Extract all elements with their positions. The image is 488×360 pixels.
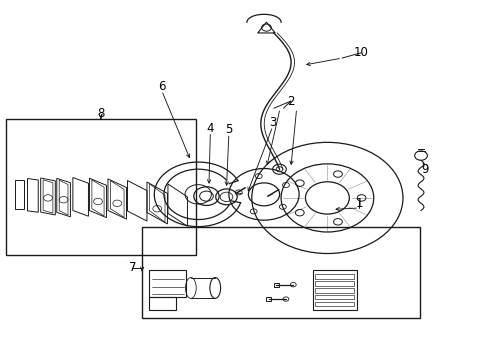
- Bar: [315, 274, 353, 279]
- Bar: [315, 281, 353, 286]
- Bar: [5, 119, 195, 255]
- Bar: [315, 295, 353, 300]
- Bar: [142, 226, 419, 318]
- Text: 3: 3: [268, 116, 276, 129]
- Text: 4: 4: [206, 122, 214, 135]
- Text: 9: 9: [420, 163, 428, 176]
- Text: 5: 5: [225, 123, 232, 136]
- Bar: [315, 302, 353, 306]
- Bar: [273, 283, 278, 287]
- Bar: [315, 288, 353, 293]
- Text: 10: 10: [353, 46, 368, 59]
- Bar: [312, 270, 356, 310]
- Text: 6: 6: [158, 80, 165, 93]
- Bar: [266, 297, 271, 301]
- Text: 1: 1: [355, 197, 362, 210]
- Text: 7: 7: [128, 261, 136, 274]
- Text: 8: 8: [97, 107, 104, 120]
- Text: 2: 2: [286, 95, 294, 108]
